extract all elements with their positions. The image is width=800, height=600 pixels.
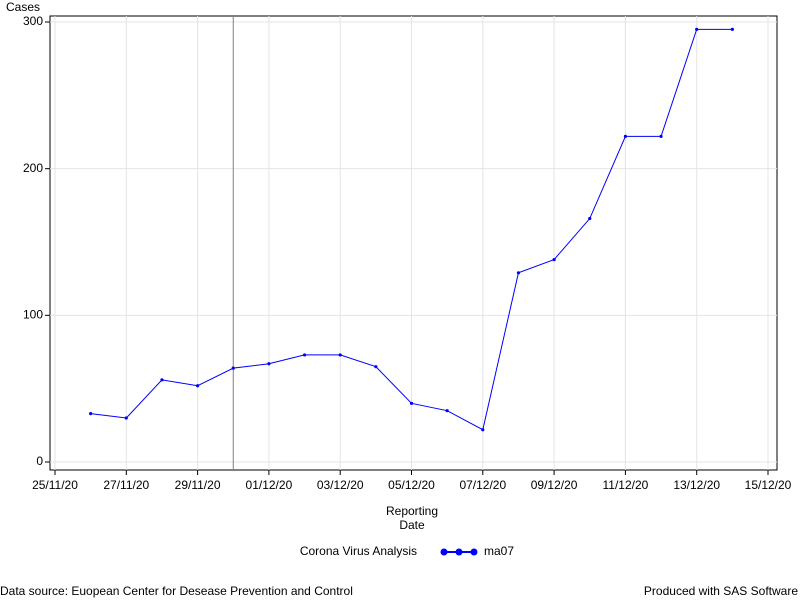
x-tick-label: 29/11/20: [175, 478, 221, 492]
data-point: [481, 428, 485, 432]
legend-marker: [470, 548, 478, 556]
data-point: [267, 362, 271, 366]
x-axis-label: Date: [399, 518, 425, 532]
legend-marker: [440, 548, 448, 556]
x-tick-label: 09/12/20: [531, 478, 578, 492]
data-point: [89, 412, 93, 416]
data-point: [231, 366, 235, 370]
y-tick-label: 300: [23, 14, 43, 28]
data-point: [659, 134, 663, 138]
y-axis-label: Cases: [6, 0, 40, 14]
data-point: [730, 27, 734, 31]
data-point: [552, 258, 556, 262]
footnote: Produced with SAS Software: [644, 584, 798, 598]
y-tick-label: 0: [36, 454, 43, 468]
data-point: [445, 409, 449, 413]
x-tick-label: 03/12/20: [317, 478, 364, 492]
y-tick-label: 100: [23, 308, 43, 322]
data-point: [588, 216, 592, 221]
legend-title: Corona Virus Analysis: [300, 544, 417, 558]
footnote: Data source: Euopean Center for Desease …: [0, 584, 353, 598]
data-point: [160, 378, 164, 382]
legend-label: ma07: [484, 544, 514, 558]
data-point: [196, 384, 200, 388]
legend-marker: [455, 548, 463, 556]
data-point: [409, 401, 414, 405]
y-tick-label: 200: [23, 161, 43, 175]
x-tick-label: 25/11/20: [32, 478, 78, 492]
x-tick-label: 07/12/20: [459, 478, 506, 492]
data-point: [695, 27, 699, 31]
data-point: [623, 134, 628, 138]
x-tick-label: 11/12/20: [602, 478, 648, 492]
data-point: [516, 271, 521, 275]
x-tick-label: 01/12/20: [246, 478, 293, 492]
x-tick-label: 05/12/20: [388, 478, 435, 492]
data-point: [302, 353, 307, 357]
x-tick-label: 27/11/20: [103, 478, 149, 492]
data-point: [338, 353, 342, 357]
x-tick-label: 15/12/20: [745, 478, 792, 492]
x-axis-label: Reporting: [386, 504, 438, 518]
plot-frame: [49, 15, 778, 471]
data-point: [124, 416, 128, 420]
data-point: [374, 365, 378, 369]
x-tick-label: 13/12/20: [673, 478, 720, 492]
